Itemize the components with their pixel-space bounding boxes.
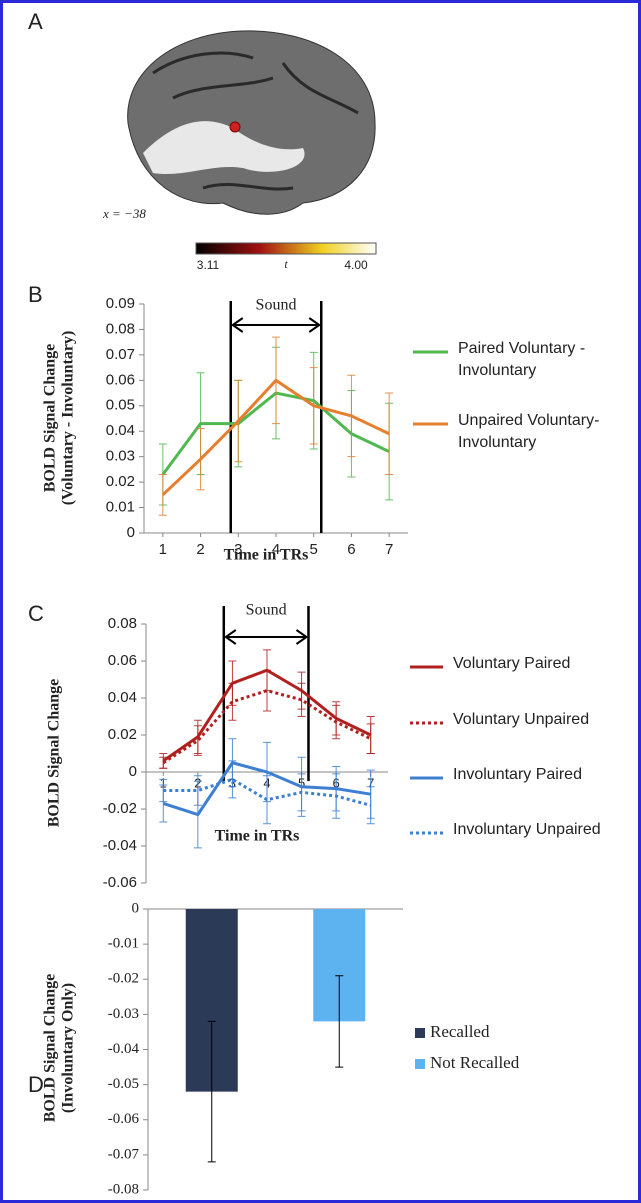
- y-tick-label: -0.08: [108, 1181, 139, 1197]
- colorbar-tick-label: 3.11: [197, 258, 220, 272]
- y-tick-label: 0.08: [106, 320, 135, 337]
- y-tick-label: 0.09: [106, 295, 135, 312]
- y-axis-label: BOLD Signal Change: [42, 344, 59, 492]
- x-tick-label: 5: [310, 541, 318, 558]
- y-tick-label: 0.07: [106, 346, 135, 363]
- series-line: [162, 689, 372, 765]
- y-axis-label: BOLD Signal Change: [46, 679, 63, 827]
- y-tick-label: -0.07: [108, 1146, 140, 1162]
- y-tick-label: 0.02: [108, 726, 137, 743]
- y-tick-label: -0.06: [108, 1111, 140, 1127]
- y-tick-label: -0.04: [108, 1041, 140, 1057]
- y-tick-label: 0.03: [106, 448, 135, 465]
- colorbar-label: t: [284, 257, 288, 271]
- y-tick-label: 0.02: [106, 473, 135, 490]
- x-tick-label: 6: [347, 541, 355, 558]
- x-tick-label: 3: [234, 541, 242, 558]
- error-bar: [228, 760, 237, 799]
- legend-label: Unpaired Voluntary- Involuntary: [458, 412, 600, 451]
- panel-letter: A: [28, 9, 43, 34]
- legend-swatch: [415, 1028, 425, 1038]
- error-bar: [207, 1020, 216, 1163]
- sound-arrow-head: [230, 317, 322, 333]
- y-tick-label: 0.08: [108, 615, 137, 632]
- x-axis-label: Time in TRs: [215, 828, 300, 845]
- sound-label: Sound: [256, 297, 297, 314]
- colorbar: [195, 242, 377, 255]
- error-bar: [335, 975, 344, 1068]
- y-axis-label: (Involuntary Only): [60, 983, 77, 1113]
- error-bar: [297, 682, 306, 717]
- error-bar: [193, 725, 202, 756]
- error-bar: [263, 669, 271, 712]
- y-tick-label: 0: [129, 763, 137, 780]
- y-axis-label: (Voluntary - Involuntary): [60, 331, 77, 506]
- x-tick-label: 2: [196, 541, 204, 558]
- x-tick-label: 1: [159, 541, 167, 558]
- legend-label: Involuntary Unpaired: [453, 821, 601, 838]
- y-tick-label: 0.01: [106, 499, 135, 516]
- y-tick-label: 0.06: [108, 652, 137, 669]
- legend-label: Involuntary Paired: [453, 766, 582, 783]
- legend-label: Voluntary Paired: [453, 655, 571, 672]
- x-tick-label: 7: [385, 541, 393, 558]
- x-axis-label: Time in TRs: [224, 547, 309, 564]
- sound-arrow-head: [224, 629, 309, 645]
- legend-swatch: [415, 1059, 425, 1069]
- slice-label: x = −38: [102, 206, 146, 221]
- panel-letter: B: [28, 282, 43, 307]
- y-tick-label: 0.04: [108, 689, 137, 706]
- error-bar: [228, 682, 237, 721]
- panel-letter: C: [28, 601, 44, 626]
- y-tick-label: -0.05: [108, 1076, 139, 1092]
- y-axis-label: BOLD Signal Change: [42, 974, 59, 1122]
- y-tick-label: 0: [132, 900, 140, 916]
- legend-label: Paired Voluntary - Involuntary: [458, 340, 586, 379]
- error-bar: [193, 775, 202, 806]
- sound-label: Sound: [246, 602, 287, 619]
- x-tick-label: 4: [272, 541, 280, 558]
- brain-image: [127, 30, 376, 215]
- y-tick-label: 0.04: [106, 422, 135, 439]
- error-bar: [385, 392, 394, 475]
- y-tick-label: -0.02: [103, 800, 137, 817]
- y-tick-label: 0.05: [106, 397, 135, 414]
- y-tick-label: -0.04: [103, 837, 137, 854]
- y-tick-label: 0.06: [106, 371, 135, 388]
- y-tick-label: 0: [127, 524, 135, 541]
- y-tick-label: -0.01: [108, 936, 139, 952]
- y-tick-label: -0.02: [108, 971, 139, 987]
- panel-letter: D: [28, 1072, 44, 1097]
- series-line: [161, 378, 390, 496]
- legend-label: Not Recalled: [430, 1053, 520, 1072]
- legend-label: Voluntary Unpaired: [453, 711, 590, 728]
- y-tick-label: -0.03: [108, 1006, 139, 1022]
- error-bar: [366, 723, 375, 754]
- legend-label: Recalled: [430, 1022, 490, 1041]
- error-bar: [158, 473, 167, 516]
- y-tick-label: -0.06: [103, 874, 137, 891]
- series-line: [163, 777, 372, 807]
- colorbar-tick-label: 4.00: [344, 258, 368, 272]
